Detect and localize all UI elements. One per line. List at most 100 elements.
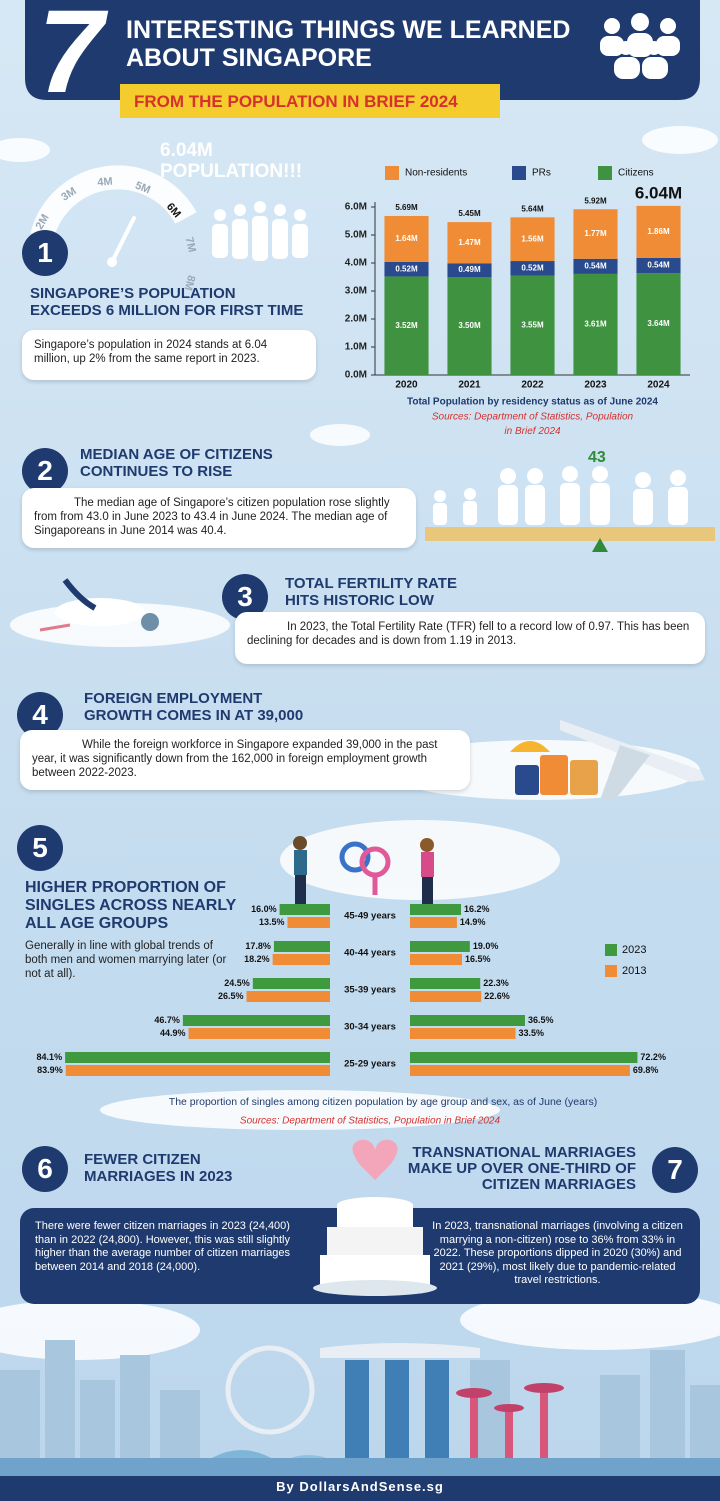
source-line: in Brief 2024 [504,426,561,437]
y-tick-label: 6.0M [345,202,367,213]
x-axis-title: Total Population by residency status as … [407,397,658,408]
bar [188,1028,330,1039]
bar-segment [636,273,681,375]
x-tick-label: 2022 [521,380,544,391]
x-axis-title: The proportion of singles among citizen … [169,1096,597,1108]
legend-swatch [512,166,526,180]
gauge-label: 5M [133,180,152,197]
legend-label: PRs [532,168,551,179]
bar-segment [447,277,492,375]
bar [410,1052,638,1063]
bar-segment [510,261,555,276]
section-title-line: FOREIGN EMPLOYMENT [84,690,263,707]
gauge-headline-line: POPULATION!!! [160,161,303,182]
crowd-icon [212,201,308,261]
bar-segment [573,273,618,375]
section-body: In 2023, transnational marriages (involv… [432,1220,683,1286]
total-label: 5.45M [458,209,481,218]
value-label: 1.56M [521,234,544,243]
x-tick-label: 2020 [395,380,418,391]
total-label: 6.04M [635,183,682,202]
gauge-label: 7M [183,236,198,254]
section-title: FEWER CITIZEN MARRIAGES IN 2023 [84,1151,232,1185]
y-tick-label: 0.0M [345,370,367,381]
cake [313,1139,437,1296]
value-label: 3.52M [395,321,418,330]
header-title-line: ABOUT SINGAPORE [126,44,372,72]
section-body: While the foreign workforce in Singapore… [20,730,470,790]
bar-segment [573,209,618,259]
section-title-line: MEDIAN AGE OF CITIZENS [80,446,273,463]
section-title-line: TRANSNATIONAL MARRIAGES [412,1144,636,1161]
section-body: There were fewer citizen marriages in 20… [35,1220,290,1273]
section-body: Singapore’s population in 2024 stands at… [22,330,316,380]
category-label: 25-29 years [344,1059,396,1070]
value-label: 0.52M [521,263,544,272]
bar [272,954,330,965]
value-label: 16.0% [251,904,277,914]
section-title-line: FEWER CITIZEN [84,1151,201,1168]
section-title: TOTAL FERTILITY RATE HITS HISTORIC LOW [285,575,457,609]
footer: By DollarsAndSense.sg [276,1479,444,1494]
section-title-line: SINGAPORE’S POPULATION [30,285,236,302]
section-title-line: MAKE UP OVER ONE-THIRD OF [407,1160,636,1177]
value-label: 14.9% [460,917,486,927]
value-label: 84.1% [37,1052,63,1062]
value-label: 1.47M [458,238,481,247]
header-band [25,0,700,100]
gauge-label: 8M [182,274,198,292]
bar-segment [384,215,429,262]
value-label: 0.49M [458,265,481,274]
bar [410,917,457,928]
section-title-line: MARRIAGES IN 2023 [84,1168,233,1185]
gauge-label: 4M [97,176,113,189]
category-label: 30-34 years [344,1022,396,1033]
total-label: 5.92M [584,196,607,205]
header-subtitle: FROM THE POPULATION IN BRIEF 2024 [134,92,458,111]
total-label: 5.69M [395,203,418,212]
section-number: 1 [22,230,68,276]
y-tick-label: 1.0M [345,342,367,353]
section-number: 7 [652,1147,698,1193]
bar [410,941,470,952]
value-label: 16.5% [465,954,491,964]
value-label: 3.61M [584,320,607,329]
skyline [0,1340,720,1480]
section-title-line: GROWTH COMES IN AT 39,000 [84,707,304,724]
value-label: 46.7% [154,1015,180,1025]
legend-label: Citizens [618,168,654,179]
age-scale [425,466,715,552]
section-title: SINGAPORE’S POPULATION EXCEEDS 6 MILLION… [30,285,303,319]
bar [65,1052,331,1063]
bar [410,1065,630,1076]
section-title: TRANSNATIONAL MARRIAGES MAKE UP OVER ONE… [408,1145,636,1193]
bar [252,978,330,989]
value-label: 17.8% [245,941,271,951]
value-label: 18.2% [244,954,270,964]
stork [39,578,159,632]
footer-band [0,1476,720,1501]
section-title-line: EXCEEDS 6 MILLION FOR FIRST TIME [30,302,304,319]
value-label: 0.54M [584,261,607,270]
value-label: 0.52M [395,264,418,273]
bar [410,978,481,989]
section-number: 6 [22,1146,68,1192]
section-title-line: HIGHER PROPORTION OF [25,879,226,896]
scale-label: 43 [588,449,606,466]
value-label: 0.54M [647,261,670,270]
category-label: 45-49 years [344,911,396,922]
gauge-headline-line: 6.04M [160,140,213,161]
section-body: In 2023, the Total Fertility Rate (TFR) … [235,612,705,664]
section-body: The median age of Singapore’s citizen po… [22,488,416,548]
subtitle-band [120,84,500,118]
legend-swatch [385,166,399,180]
bar-segment [384,261,429,277]
value-label: 33.5% [519,1028,545,1038]
category-label: 40-44 years [344,948,396,959]
y-tick-label: 4.0M [345,258,367,269]
legend-label: 2013 [622,965,646,977]
x-tick-label: 2023 [584,380,607,391]
total-label: 5.64M [521,204,544,213]
